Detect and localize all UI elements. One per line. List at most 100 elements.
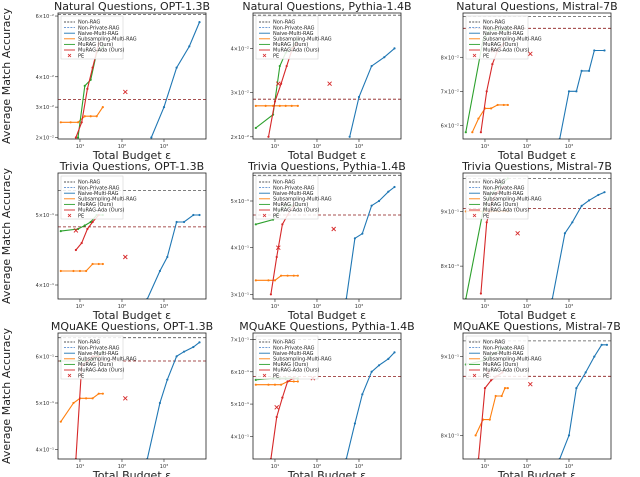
- murag-ours-point: [89, 220, 92, 224]
- legend-item: MuRAG-Ada (Ours): [64, 48, 125, 54]
- subsampling-multi-rag-point: [59, 269, 62, 273]
- y-tick-label: 5×10⁻¹: [36, 401, 54, 407]
- legend-item: Non-RAG: [469, 20, 505, 26]
- legend-item: Subsampling-Multi-RAG: [469, 37, 542, 43]
- subsampling-multi-rag-point: [72, 401, 75, 405]
- legend-label: Naive-Multi-RAG: [483, 351, 524, 357]
- legend-label: PE: [78, 53, 84, 59]
- legend-box: [465, 335, 529, 380]
- subsampling-multi-rag-point: [91, 262, 94, 266]
- naive-multi-rag-point: [188, 45, 191, 48]
- naive-multi-rag-point: [370, 64, 373, 68]
- x-tick-label: 10³: [355, 144, 363, 150]
- subplot-title: MQuAKE Questions, Mistral-7B: [453, 320, 621, 333]
- subsampling-multi-rag-point: [292, 274, 295, 277]
- y-tick-label: 8×10⁻¹: [441, 264, 459, 270]
- naive-multi-rag-point: [158, 269, 162, 273]
- pe-icon: [262, 373, 267, 378]
- y-tick-label: 4×10⁻²: [36, 75, 54, 81]
- subsampling-multi-rag-point: [280, 274, 283, 277]
- subsampling-multi-rag-point: [286, 274, 289, 277]
- x-tick-label: 10³: [565, 304, 573, 310]
- subsampling-multi-rag-point: [254, 279, 257, 282]
- pe-icon: [472, 373, 477, 378]
- legend-item: PE: [67, 53, 84, 59]
- naive-multi-rag-point: [597, 193, 600, 197]
- legend-label: PE: [483, 373, 489, 379]
- legend-item: Non-Private-RAG: [64, 345, 120, 351]
- naive-multi-rag-point: [383, 56, 386, 59]
- y-tick-label: 2×10⁻²: [36, 135, 54, 141]
- pe-icon: [472, 213, 477, 218]
- legend-item: PE: [262, 373, 279, 379]
- subsampling-multi-rag-point: [83, 115, 86, 118]
- legend-label: Subsampling-Multi-RAG: [273, 37, 332, 43]
- legend-label: Naive-Multi-RAG: [273, 351, 314, 357]
- legend-item: Non-RAG: [259, 340, 295, 346]
- legend-item: MuRAG-Ada (Ours): [259, 48, 320, 54]
- legend-item: Non-RAG: [469, 340, 505, 346]
- murag-ours-point: [464, 131, 467, 134]
- legend-item: Naive-Multi-RAG: [64, 351, 119, 357]
- legend: Non-RAGNon-Private-RAGNaive-Multi-RAGSub…: [255, 175, 332, 219]
- subplot-4: Trivia Questions, OPT-1.3B 10¹ 10² 10³ 4×10⁻…: [0, 160, 207, 322]
- subsampling-multi-rag-point: [474, 434, 477, 437]
- subsampling-multi-rag-point: [284, 104, 287, 107]
- legend: Non-RAGNon-Private-RAGNaive-Multi-RAGSub…: [255, 335, 332, 379]
- subplot-2: Natural Questions, Pythia-1.4B 10¹ 10² 10³ 2…: [231, 0, 412, 162]
- legend-label: Naive-Multi-RAG: [78, 31, 119, 37]
- axes-frame: [57, 12, 207, 140]
- legend-label: Non-RAG: [273, 180, 295, 186]
- pe-marker: [527, 51, 533, 57]
- legend-item: MuRAG-Ada (Ours): [469, 48, 530, 54]
- subsampling-multi-rag-point: [296, 274, 299, 277]
- axes-frame: [57, 332, 207, 460]
- naive-multi-rag-point: [353, 422, 357, 425]
- legend-label: MuRAG (Ours): [78, 202, 113, 208]
- axes-frame: [462, 12, 612, 140]
- subsampling-multi-rag-point: [471, 131, 474, 134]
- murag-ours-point: [278, 64, 281, 68]
- subsampling-multi-rag-point: [280, 383, 283, 386]
- legend-item: Non-Private-RAG: [469, 345, 525, 351]
- legend-item: MuRAG (Ours): [64, 202, 113, 208]
- x-axis-label: Total Budget ε: [92, 309, 171, 322]
- murag-ours-point: [83, 224, 86, 227]
- legend-item: MuRAG-Ada (Ours): [259, 368, 320, 374]
- naive-multi-rag-line: [345, 352, 395, 459]
- pe-marker: [275, 81, 281, 87]
- subsampling-multi-rag-point: [89, 115, 92, 118]
- naive-multi-rag-line: [150, 21, 201, 138]
- murag-ada-ours-point: [479, 131, 482, 134]
- y-tick-label: 9×10⁻¹: [441, 355, 459, 361]
- legend-item: Naive-Multi-RAG: [64, 191, 119, 197]
- subplot-3: Natural Questions, Mistral-7B 10¹ 10² 10³ 6×…: [441, 0, 618, 162]
- legend-label: MuRAG-Ada (Ours): [78, 48, 125, 54]
- naive-multi-rag-point: [593, 49, 596, 52]
- naive-multi-rag-point: [166, 255, 169, 259]
- naive-multi-rag-point: [580, 69, 583, 72]
- subplot-title: MQuAKE Questions, OPT-1.3B: [51, 320, 213, 333]
- naive-multi-rag-point: [571, 221, 574, 224]
- subsampling-multi-rag-point: [69, 121, 72, 124]
- naive-multi-rag-point: [587, 199, 591, 202]
- subplot-title: Trivia Questions, Mistral-7B: [461, 160, 612, 173]
- legend-item: PE: [472, 373, 489, 379]
- naive-multi-rag-point: [162, 106, 166, 109]
- murag-ada-ours-point: [273, 100, 277, 103]
- x-tick-label: 10³: [160, 464, 168, 470]
- legend-label: Non-Private-RAG: [78, 25, 120, 31]
- y-tick-label: 4×10⁻¹: [231, 246, 249, 252]
- legend-item: Naive-Multi-RAG: [469, 31, 524, 37]
- legend-label: Naive-Multi-RAG: [273, 191, 314, 197]
- naive-multi-rag-point: [361, 232, 364, 235]
- y-axis-label: Average Match Accuracy: [0, 168, 13, 304]
- naive-multi-rag-point: [600, 343, 603, 346]
- x-tick-label: 10²: [523, 304, 531, 310]
- x-tick-label: 10¹: [271, 304, 279, 310]
- legend-label: PE: [273, 213, 279, 219]
- legend-label: Subsampling-Multi-RAG: [78, 357, 137, 363]
- subsampling-multi-rag-point: [292, 380, 295, 383]
- x-tick-label: 10³: [160, 304, 168, 310]
- legend-box: [465, 15, 529, 60]
